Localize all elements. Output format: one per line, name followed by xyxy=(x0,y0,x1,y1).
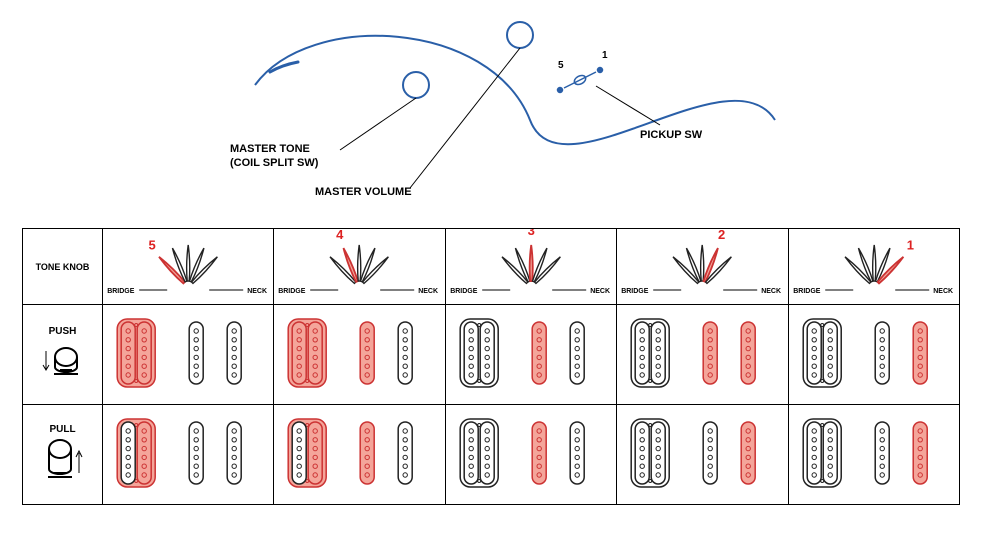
pos1-header: 1 BRIDGE NECK xyxy=(788,229,959,305)
pos5-pull xyxy=(103,405,274,505)
svg-text:NECK: NECK xyxy=(933,288,953,295)
svg-text:BRIDGE: BRIDGE xyxy=(450,288,478,295)
push-knob-icon xyxy=(38,337,88,381)
guitar-controls-diagram: 5 1 MASTER TONE (COIL SPLIT SW) MASTER V… xyxy=(220,0,780,210)
pos2-pull xyxy=(617,405,788,505)
svg-text:BRIDGE: BRIDGE xyxy=(793,288,821,295)
master-tone-label-2: (COIL SPLIT SW) xyxy=(230,157,319,169)
pull-label: PULL xyxy=(23,424,102,435)
pos5-header: 5 BRIDGE NECK xyxy=(103,229,274,305)
pos4-header: 4 BRIDGE NECK xyxy=(274,229,445,305)
pull-header: PULL xyxy=(23,405,103,505)
pos5-push xyxy=(103,305,274,405)
svg-text:NECK: NECK xyxy=(419,288,439,295)
svg-text:BRIDGE: BRIDGE xyxy=(621,288,649,295)
svg-text:BRIDGE: BRIDGE xyxy=(107,288,135,295)
pickup-switch xyxy=(558,68,603,93)
master-volume-knob xyxy=(507,22,533,48)
tone-knob-header: TONE KNOB xyxy=(23,229,103,305)
svg-text:3: 3 xyxy=(527,229,534,238)
pos2-push xyxy=(617,305,788,405)
svg-text:NECK: NECK xyxy=(761,288,781,295)
pos4-pull xyxy=(274,405,445,505)
pickup-sw-label: PICKUP SW xyxy=(640,129,703,141)
pos3-push xyxy=(445,305,616,405)
master-volume-label: MASTER VOLUME xyxy=(315,186,412,198)
svg-text:5: 5 xyxy=(148,238,155,253)
pull-row: PULL xyxy=(23,405,960,505)
svg-text:1: 1 xyxy=(906,238,913,253)
pos1-push xyxy=(788,305,959,405)
svg-text:NECK: NECK xyxy=(247,288,267,295)
svg-text:2: 2 xyxy=(718,229,725,242)
push-label: PUSH xyxy=(23,326,102,337)
svg-text:NECK: NECK xyxy=(590,288,610,295)
pos4-push xyxy=(274,305,445,405)
switch-5-label: 5 xyxy=(558,60,564,71)
pos3-pull xyxy=(445,405,616,505)
header-row: TONE KNOB 5 BRIDGE NECK 4 BRIDGE NECK 3 BRIDG… xyxy=(23,229,960,305)
svg-text:BRIDGE: BRIDGE xyxy=(279,288,307,295)
pull-knob-icon xyxy=(38,435,88,483)
push-header: PUSH xyxy=(23,305,103,405)
pos1-pull xyxy=(788,405,959,505)
svg-text:4: 4 xyxy=(336,229,344,242)
master-tone-label-1: MASTER TONE xyxy=(230,143,310,155)
master-tone-knob xyxy=(403,72,429,98)
pos2-header: 2 BRIDGE NECK xyxy=(617,229,788,305)
pos3-header: 3 BRIDGE NECK xyxy=(445,229,616,305)
pickup-combinations-table: TONE KNOB 5 BRIDGE NECK 4 BRIDGE NECK 3 BRIDG… xyxy=(22,228,960,505)
push-row: PUSH xyxy=(23,305,960,405)
switch-1-label: 1 xyxy=(602,50,608,61)
